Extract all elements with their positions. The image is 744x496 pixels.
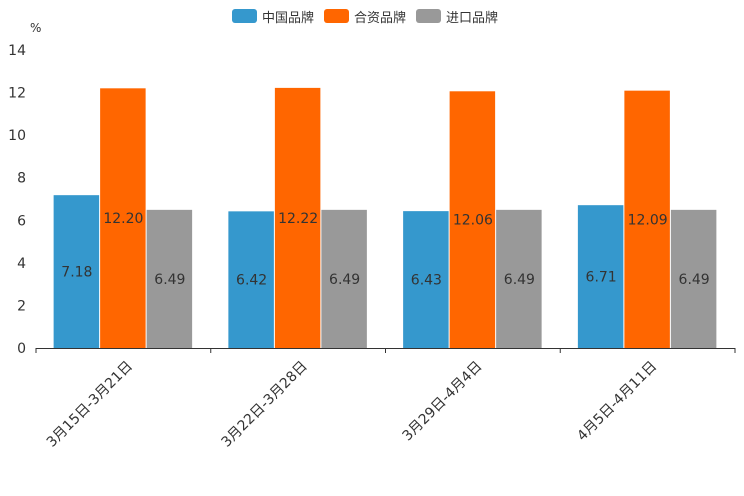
y-tick-label: 4 [17, 256, 26, 272]
category-label: 3月15日-3月21日 [44, 358, 136, 450]
data-label: 12.09 [628, 212, 668, 228]
data-label: 6.49 [154, 272, 185, 288]
y-tick-label: 12 [8, 86, 26, 102]
bar [53, 195, 100, 348]
legend-item-import[interactable]: 进口品牌 [416, 7, 498, 26]
y-axis-unit: % [30, 21, 42, 35]
bar [321, 209, 367, 348]
y-tick-label: 14 [8, 43, 26, 59]
legend-label-china: 中国品牌 [262, 10, 315, 26]
data-label: 6.49 [329, 272, 360, 288]
data-label: 6.42 [236, 273, 267, 289]
data-label: 12.20 [103, 211, 143, 227]
data-label: 6.71 [586, 270, 617, 286]
legend-item-joint[interactable]: 合资品牌 [324, 7, 406, 26]
category-label: 4月5日-4月11日 [574, 358, 660, 444]
legend-swatch-china [232, 9, 257, 23]
bar [670, 209, 717, 348]
bar [624, 90, 670, 349]
bar [146, 209, 193, 348]
bar [496, 209, 542, 348]
bar [577, 205, 624, 348]
data-label: 6.49 [504, 272, 535, 288]
category-label: 3月22日-3月28日 [218, 358, 310, 450]
y-tick-label: 8 [17, 171, 26, 187]
data-label: 7.18 [61, 265, 92, 281]
legend-swatch-joint [324, 9, 350, 23]
legend-label-joint: 合资品牌 [354, 10, 407, 26]
bar [403, 211, 449, 348]
category-label: 3月29日-4月4日 [400, 358, 486, 444]
y-tick-label: 10 [8, 128, 26, 144]
data-label: 12.06 [453, 213, 493, 229]
bar [274, 87, 321, 348]
legend-item-china[interactable]: 中国品牌 [232, 7, 314, 26]
data-label: 6.49 [679, 272, 710, 288]
data-label: 12.22 [278, 211, 318, 227]
bar [228, 211, 274, 348]
y-tick-label: 6 [17, 213, 26, 229]
y-tick-label: 0 [17, 341, 26, 357]
legend: 中国品牌 合资品牌 进口品牌 [232, 7, 508, 26]
legend-swatch-import [416, 9, 442, 23]
data-label: 6.43 [411, 273, 442, 289]
legend-label-import: 进口品牌 [446, 10, 499, 26]
bar [100, 88, 146, 349]
bar [449, 91, 496, 349]
y-tick-label: 2 [17, 298, 26, 314]
